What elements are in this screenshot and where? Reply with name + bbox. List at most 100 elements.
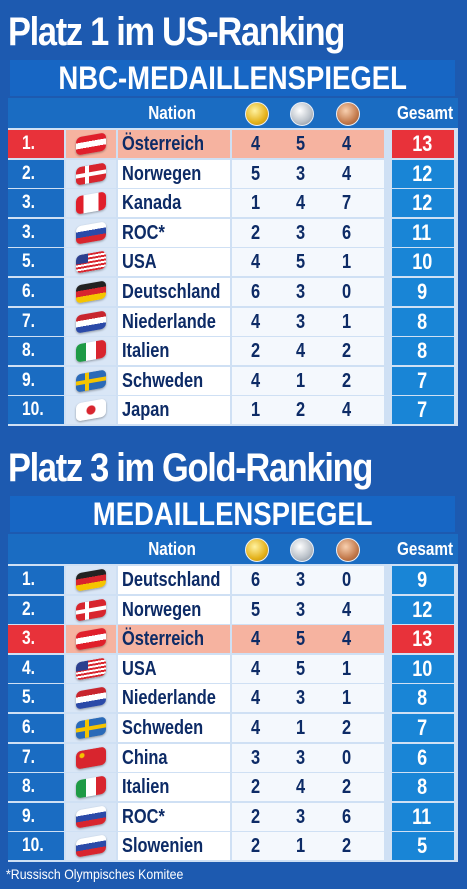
gold-count: 2 [251,221,261,244]
silver-count: 3 [296,162,306,185]
flag-cell [66,714,116,742]
total-count: 8 [416,774,428,800]
table-row: 8. Italien 2 4 2 8 [8,337,458,366]
gold-count: 4 [251,717,261,739]
cell-background [8,773,64,802]
rank: 5. [22,687,36,709]
flag-cell [66,803,116,831]
flag-cell [66,625,116,653]
nation-name: Norwegen [122,162,202,185]
bronze-count: 7 [342,192,352,215]
cell-background [392,218,454,247]
rank: 5. [22,251,36,273]
silver-count: 4 [296,192,306,215]
germany-flag-icon [76,568,106,592]
cell-background [392,625,454,654]
flag-cell [66,130,116,158]
rank: 3. [22,192,36,214]
silver-count: 4 [296,340,306,363]
norway-flag-icon [76,161,106,186]
header-nation: Nation [147,103,196,123]
cell-background [118,832,230,861]
table-row: 10. Slowenien 2 1 2 5 [8,832,458,861]
silver-count: 3 [296,310,306,333]
medal-cell-background [232,802,384,831]
cell-background [8,366,64,395]
rank: 8. [22,776,36,798]
cell-background [392,595,454,624]
nation-name: Österreich [122,133,205,155]
cell-background [118,130,230,158]
total-count: 13 [411,626,433,652]
total-count: 7 [416,397,428,423]
cell-background [118,743,230,772]
gold-count: 2 [251,776,261,799]
bronze-count: 0 [342,746,352,769]
usa-flag-icon [76,657,106,681]
rank: 1. [22,569,36,590]
russia-flag-icon [76,221,106,245]
cell-background [118,248,230,277]
cell-background [8,625,64,654]
cell-background [392,189,454,218]
bronze-count: 6 [342,221,352,244]
gold-count: 3 [251,746,261,769]
silver-count: 1 [296,835,306,858]
gold-count: 5 [251,162,261,185]
cell-background [392,307,454,336]
cell-background [118,396,230,425]
medal-cell-background [232,714,384,742]
rank: 9. [22,805,36,827]
austria-flag-icon [76,132,106,156]
cell-background [118,625,230,654]
gold-count: 6 [251,281,261,303]
rank: 7. [22,746,36,768]
table-row: 1. Deutschland 6 3 0 9 [8,566,458,594]
cell-background [392,159,454,188]
cell-background [392,684,454,713]
cell-background [232,130,384,158]
flag-cell [66,337,116,365]
cell-background [118,773,230,802]
gold-count: 4 [251,657,261,680]
nation-name: Kanada [122,192,182,215]
bronze-count: 4 [342,162,352,185]
medal-cell-background [232,278,384,306]
silver-count: 3 [296,221,306,244]
cell-background [8,595,64,624]
cell-background [8,248,64,277]
cell-background [118,189,230,218]
silver-medal-icon [290,102,314,126]
medal-table: Nation Gesamt 1. Deutschland 6 3 0 9 2. Norwegen 5… [8,534,458,862]
flag-cell [66,308,116,336]
gold-count: 4 [251,369,261,392]
flag-cell [66,744,116,772]
cell-background [8,307,64,336]
medal-cell-background [232,366,384,395]
bronze-count: 4 [342,399,352,422]
bronze-medal-icon [336,538,360,562]
netherlands-flag-icon [76,309,106,334]
total-count: 10 [411,249,433,275]
table-row: 6. Deutschland 6 3 0 9 [8,278,458,306]
silver-medal-icon [290,538,314,562]
total-count: 9 [416,279,428,304]
rank: 2. [22,162,36,184]
flag-cell [66,367,116,395]
bronze-count: 2 [342,835,352,858]
silver-count: 5 [296,133,306,155]
silver-count: 1 [296,717,306,739]
rank: 4. [22,657,36,679]
bronze-medal-icon [336,102,360,126]
nation-name: China [122,746,168,769]
medal-cell-background [232,307,384,336]
bronze-count: 0 [342,281,352,303]
bronze-count: 4 [342,598,352,621]
table-row: 5. Niederlande 4 3 1 8 [8,684,458,713]
netherlands-flag-icon [76,686,106,711]
total-count: 8 [416,338,428,364]
table-banner: MEDAILLENSPIEGEL [10,496,455,532]
bronze-count: 1 [342,657,352,680]
cell-background [232,625,384,654]
cell-background [8,654,64,683]
